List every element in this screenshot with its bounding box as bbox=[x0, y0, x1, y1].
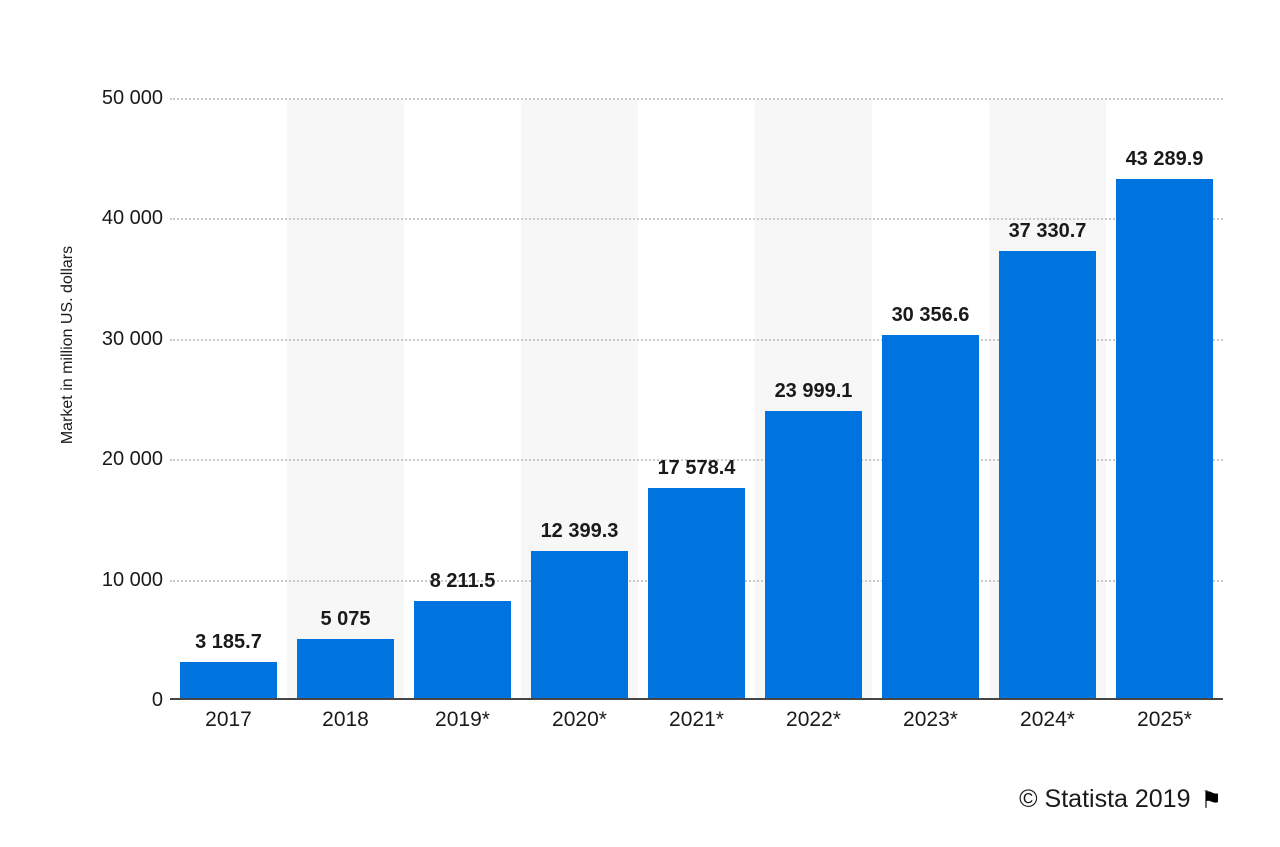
y-tick-label-10000: 10 000 bbox=[101, 568, 163, 591]
x-tick-label-2022*: 2022* bbox=[786, 708, 841, 731]
bar-value-label-2017: 3 185.7 bbox=[195, 630, 262, 653]
plot-area: 3 185.7 5 075 8 211.5 12 399.3 17 578.4 23 99… bbox=[170, 98, 1223, 700]
bar-value-label-2022*: 23 999.1 bbox=[774, 380, 853, 403]
bar-value-label-2019*: 8 211.5 bbox=[429, 570, 496, 593]
bar-value-label-2025*: 43 289.9 bbox=[1125, 147, 1204, 170]
x-tick-label-2025*: 2025* bbox=[1137, 708, 1192, 731]
y-tick-label-40000: 40 000 bbox=[101, 207, 163, 230]
bar-2018 bbox=[297, 638, 394, 700]
y-tick-label-20000: 20 000 bbox=[101, 448, 163, 471]
x-tick-label-2021*: 2021* bbox=[669, 708, 724, 731]
bar-value-label-2018: 5 075 bbox=[320, 607, 371, 630]
x-axis-line bbox=[170, 698, 1223, 700]
bar-2023* bbox=[882, 334, 979, 700]
bar-value-label-2023*: 30 356.6 bbox=[891, 303, 970, 326]
bar-2025* bbox=[1116, 178, 1213, 700]
y-tick-label-30000: 30 000 bbox=[101, 327, 163, 350]
bar-2019* bbox=[414, 601, 511, 700]
statista-credit: © Statista 2019 ⚑ bbox=[1019, 785, 1222, 814]
x-tick-label-2017: 2017 bbox=[205, 708, 252, 731]
x-tick-label-2019*: 2019* bbox=[435, 708, 490, 731]
x-tick-label-2018: 2018 bbox=[322, 708, 369, 731]
bar-2024* bbox=[999, 250, 1096, 700]
x-tick-label-2020*: 2020* bbox=[552, 708, 607, 731]
gridline-30000 bbox=[170, 338, 1223, 341]
background-stripe bbox=[287, 100, 404, 700]
statista-credit-text: © Statista 2019 bbox=[1019, 785, 1191, 813]
y-tick-label-50000: 50 000 bbox=[101, 87, 163, 109]
y-tick-label-0: 0 bbox=[151, 689, 163, 711]
bar-value-label-2021*: 17 578.4 bbox=[657, 457, 736, 480]
bar-2021* bbox=[648, 488, 745, 700]
gridline-50000 bbox=[170, 98, 1223, 100]
gridline-40000 bbox=[170, 218, 1223, 221]
bar-value-label-2024*: 37 330.7 bbox=[1008, 219, 1087, 242]
gridline-20000 bbox=[170, 459, 1223, 462]
bar-value-label-2020*: 12 399.3 bbox=[540, 519, 619, 542]
x-tick-label-2023*: 2023* bbox=[903, 708, 958, 731]
bar-2020* bbox=[531, 550, 628, 700]
flag-icon: ⚑ bbox=[1200, 785, 1222, 814]
x-tick-label-2024*: 2024* bbox=[1020, 708, 1075, 731]
bar-2022* bbox=[765, 411, 862, 700]
bar-2017 bbox=[180, 661, 277, 700]
